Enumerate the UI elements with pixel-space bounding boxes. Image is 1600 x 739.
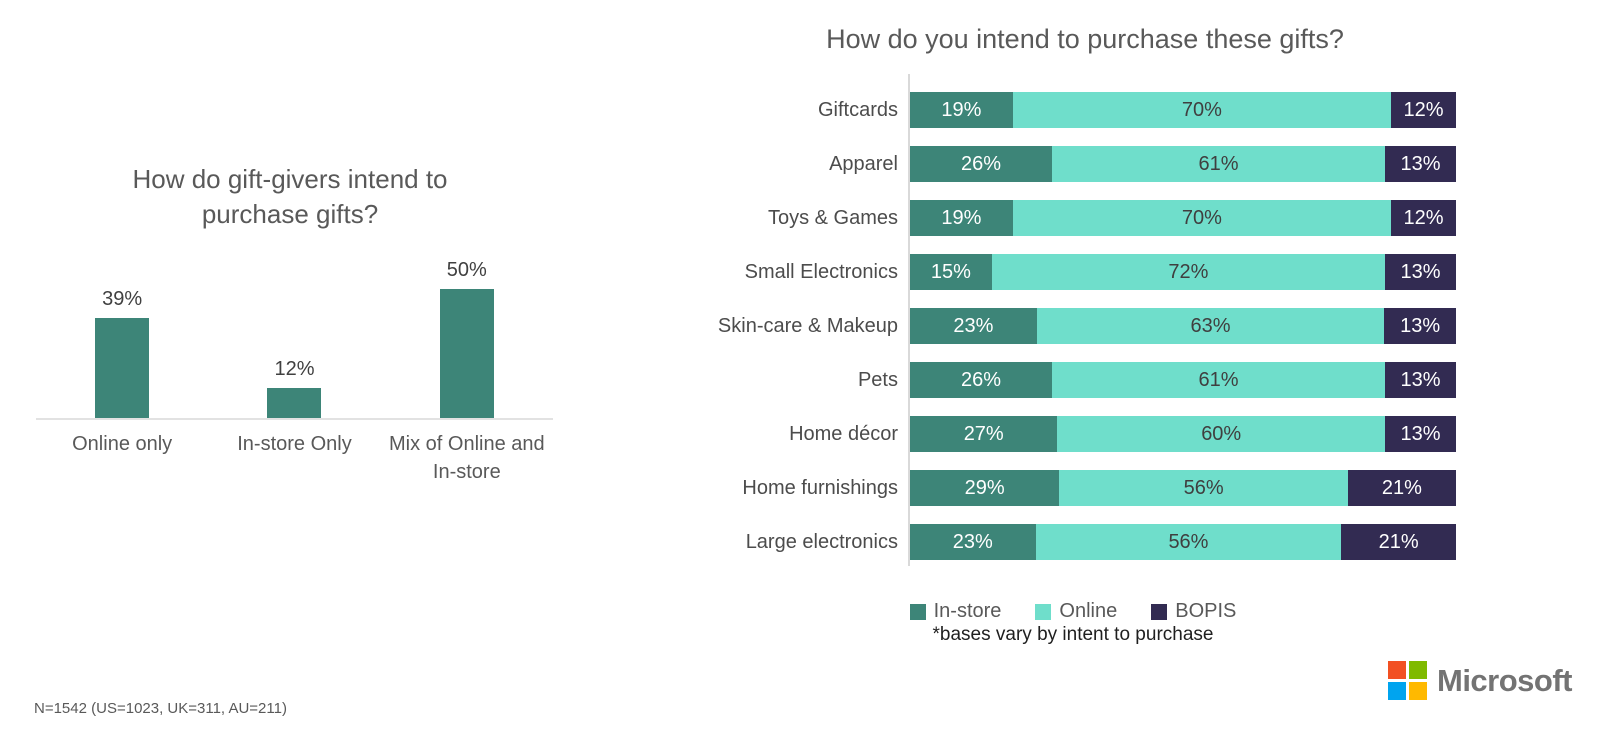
legend-label: Online: [1059, 600, 1118, 622]
stacked-bar-row: Giftcards 19% 70% 12%: [690, 83, 1456, 137]
bar-segment-bopis: 13%: [1385, 146, 1456, 182]
row-category-label: Toys & Games: [767, 206, 898, 229]
ms-square-blue: [1388, 682, 1406, 700]
bar: [439, 289, 494, 419]
stacked-bar-row: Large electronics 23% 56% 21%: [690, 515, 1456, 569]
bar-segment-online: 61%: [1051, 362, 1385, 398]
bar-value-label: 39%: [102, 288, 143, 310]
ms-square-red: [1388, 661, 1406, 679]
legend-swatch-icon: [1035, 603, 1052, 620]
stacked-bar: 19% 70% 12%: [910, 92, 1456, 128]
stacked-bar-row: Pets 26% 61% 13%: [690, 353, 1456, 407]
bar-segment-bopis: 21%: [1347, 470, 1456, 506]
bar-segment-bopis: 12%: [1391, 92, 1456, 128]
stacked-bar-row: Toys & Games 19% 70% 12%: [690, 191, 1456, 245]
bar-segment-online: 61%: [1051, 146, 1385, 182]
bar-value-label: 50%: [446, 259, 487, 281]
bar-segment-online: 60%: [1057, 416, 1385, 452]
bar-segment-in-store: 15%: [910, 254, 992, 290]
row-category-label: Skin-care & Makeup: [717, 314, 898, 337]
row-category-label: Giftcards: [817, 98, 898, 121]
bar-segment-bopis: 13%: [1385, 362, 1456, 398]
row-category-label: Apparel: [829, 152, 898, 175]
category-label: Online only: [72, 433, 173, 455]
bar-segment-in-store: 26%: [910, 146, 1052, 182]
row-category-label: Pets: [857, 368, 898, 391]
bar-segment-in-store: 26%: [910, 362, 1052, 398]
left-chart-category-labels: Online only In-store Only Mix of Online an…: [36, 430, 553, 486]
row-category-label: Home furnishings: [742, 476, 898, 499]
bar-segment-bopis: 21%: [1341, 524, 1456, 560]
right-chart-legend: In-store Online BOPIS: [690, 600, 1456, 623]
bar-segment-in-store: 23%: [910, 524, 1036, 560]
stacked-bar-row: Skin-care & Makeup 23% 63% 13%: [690, 299, 1456, 353]
bar-segment-in-store: 29%: [910, 470, 1060, 506]
row-category-label: Small Electronics: [744, 260, 898, 283]
legend-item-in-store: In-store: [909, 600, 1002, 623]
row-category-label: Home décor: [789, 422, 898, 445]
bar-segment-online: 70%: [1012, 92, 1392, 128]
bar-segment-bopis: 13%: [1384, 308, 1456, 344]
left-chart-bar-group: 50%: [381, 254, 553, 419]
category-label: In-store Only: [237, 433, 352, 455]
left-chart-bar-group: 39%: [36, 254, 208, 419]
category-label: Mix of Online and In-store: [389, 433, 545, 483]
bar: [267, 388, 322, 419]
stacked-bar: 27% 60% 13%: [910, 416, 1456, 452]
left-chart-title: How do gift-givers intend to purchase gi…: [132, 164, 448, 230]
legend-label: In-store: [933, 600, 1002, 622]
legend-swatch-icon: [1151, 603, 1168, 620]
sample-size-note: N=1542 (US=1023, UK=311, AU=211): [34, 700, 287, 717]
stacked-bar-row: Home furnishings 29% 56% 21%: [690, 461, 1456, 515]
legend-swatch-icon: [909, 603, 926, 620]
bar-segment-in-store: 23%: [910, 308, 1037, 344]
legend-label: BOPIS: [1175, 600, 1237, 622]
microsoft-logo-icon: [1388, 661, 1427, 700]
stacked-bar: 26% 61% 13%: [910, 362, 1456, 398]
left-chart-baseline: [36, 418, 553, 420]
bar-segment-in-store: 19%: [910, 200, 1013, 236]
bar-segment-online: 70%: [1012, 200, 1392, 236]
bar-segment-bopis: 13%: [1385, 254, 1456, 290]
left-chart-plot: 39% 12% 50%: [36, 254, 553, 419]
stacked-bar: 26% 61% 13%: [910, 146, 1456, 182]
legend-item-bopis: BOPIS: [1151, 600, 1236, 623]
bar-segment-bopis: 12%: [1391, 200, 1456, 236]
stacked-bar-row: Home décor 27% 60% 13%: [690, 407, 1456, 461]
right-chart-rows: Giftcards 19% 70% 12% Apparel 26% 61% 13% Toys &…: [690, 83, 1456, 569]
stacked-bar: 15% 72% 13%: [910, 254, 1456, 290]
microsoft-logo: Microsoft: [1388, 661, 1573, 700]
ms-square-green: [1409, 661, 1427, 679]
bar-segment-online: 72%: [991, 254, 1385, 290]
bar-segment-bopis: 13%: [1385, 416, 1456, 452]
legend-footnote: *bases vary by intent to purchase: [932, 624, 1214, 645]
bar-segment-online: 63%: [1036, 308, 1385, 344]
stacked-bar: 29% 56% 21%: [910, 470, 1456, 506]
row-category-label: Large electronics: [745, 530, 898, 553]
bar-segment-online: 56%: [1059, 470, 1348, 506]
bar-segment-in-store: 27%: [910, 416, 1058, 452]
left-chart-bar-group: 12%: [208, 254, 380, 419]
microsoft-wordmark: Microsoft: [1437, 662, 1573, 698]
bar-value-label: 12%: [274, 358, 315, 380]
ms-square-yellow: [1409, 682, 1427, 700]
bar-segment-in-store: 19%: [910, 92, 1013, 128]
stacked-bar-row: Apparel 26% 61% 13%: [690, 137, 1456, 191]
bar: [95, 318, 150, 419]
stacked-bar-row: Small Electronics 15% 72% 13%: [690, 245, 1456, 299]
stacked-bar: 19% 70% 12%: [910, 200, 1456, 236]
right-chart-title: How do you intend to purchase these gift…: [826, 24, 1344, 54]
right-chart-axis-line: [908, 74, 910, 566]
stacked-bar: 23% 56% 21%: [910, 524, 1456, 560]
bar-segment-online: 56%: [1035, 524, 1342, 560]
stacked-bar: 23% 63% 13%: [910, 308, 1456, 344]
legend-item-online: Online: [1035, 600, 1117, 623]
